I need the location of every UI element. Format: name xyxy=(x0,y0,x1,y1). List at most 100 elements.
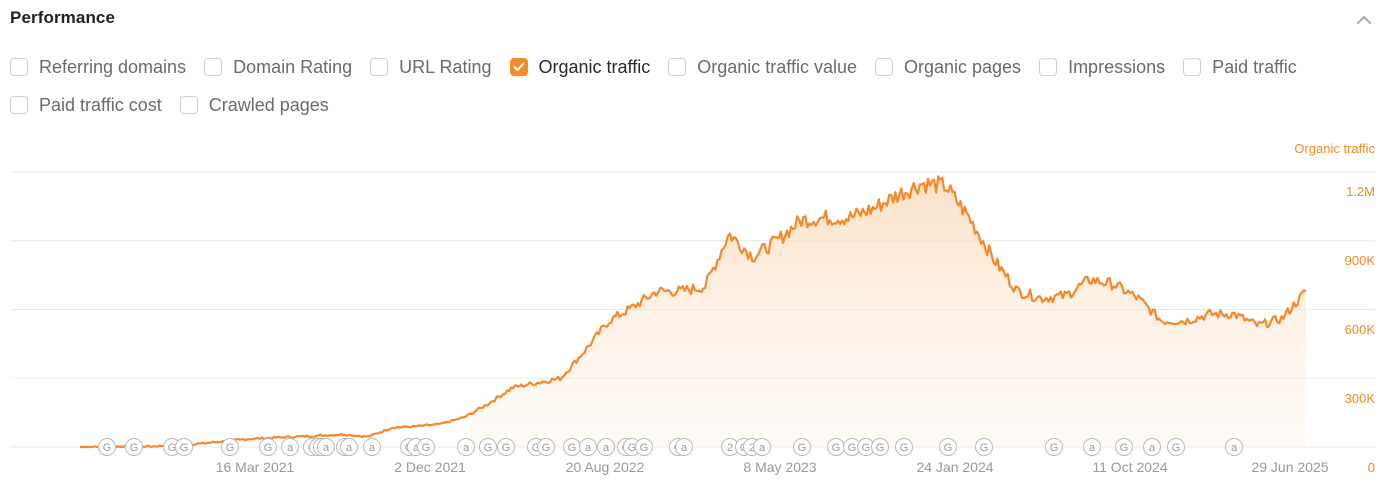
chart-canvas[interactable]: GGGGGGaGaGaGaaGaGaGGGGGaaGGGGa2G2aGGGGGG… xyxy=(0,130,1392,490)
event-marker[interactable]: G xyxy=(1115,438,1133,456)
performance-chart[interactable]: GGGGGGaGaGaGaaGaGaGGGGGaaGGGGa2G2aGGGGGG… xyxy=(0,130,1392,490)
event-marker[interactable]: a xyxy=(1083,438,1101,456)
event-marker[interactable]: a xyxy=(579,438,597,456)
event-marker[interactable]: a xyxy=(281,438,299,456)
y-tick-0: 0 xyxy=(1367,460,1375,475)
event-marker[interactable]: G xyxy=(975,438,993,456)
x-tick: 24 Jan 2024 xyxy=(916,459,994,475)
svg-text:G: G xyxy=(944,442,953,454)
event-marker[interactable]: a xyxy=(317,438,335,456)
event-marker[interactable]: G xyxy=(125,438,143,456)
metric-filters: Referring domains Domain Rating URL Rati… xyxy=(10,53,1390,129)
filter-impressions[interactable]: Impressions xyxy=(1039,57,1165,78)
filter-paid-traffic-cost[interactable]: Paid traffic cost xyxy=(10,95,162,116)
filter-organic-pages[interactable]: Organic pages xyxy=(874,57,1021,78)
event-marker[interactable]: G xyxy=(537,438,555,456)
event-marker[interactable]: G xyxy=(563,438,581,456)
svg-text:a: a xyxy=(1089,442,1096,454)
svg-text:a: a xyxy=(369,442,376,454)
svg-text:a: a xyxy=(1231,442,1238,454)
filter-label: Paid traffic cost xyxy=(39,94,162,115)
filter-url-rating[interactable]: URL Rating xyxy=(370,56,492,78)
y-tick-600k: 600K xyxy=(1344,322,1375,337)
section-header: Performance xyxy=(10,8,1392,32)
event-marker[interactable]: G xyxy=(939,438,957,456)
collapse-button[interactable] xyxy=(1354,12,1374,28)
x-tick: 20 Aug 2022 xyxy=(565,459,645,475)
svg-text:G: G xyxy=(798,442,807,454)
checkbox-checked[interactable] xyxy=(509,58,528,76)
event-marker[interactable]: G xyxy=(98,438,116,456)
checkbox[interactable] xyxy=(10,96,28,114)
event-marker[interactable]: a xyxy=(597,438,615,456)
svg-text:G: G xyxy=(484,442,493,454)
filter-organic-traffic-value[interactable]: Organic traffic value xyxy=(668,57,857,78)
svg-text:G: G xyxy=(168,442,177,454)
event-marker[interactable]: G xyxy=(221,438,239,456)
svg-text:a: a xyxy=(681,442,688,454)
series-line-organic-traffic xyxy=(79,175,1307,449)
filter-label: Paid traffic xyxy=(1212,56,1297,77)
svg-text:a: a xyxy=(603,442,610,454)
filter-referring-domains[interactable]: Referring domains xyxy=(10,57,186,78)
svg-text:2: 2 xyxy=(749,442,755,454)
svg-text:G: G xyxy=(264,442,273,454)
event-marker[interactable]: a xyxy=(363,438,381,456)
checkbox[interactable] xyxy=(370,58,389,76)
x-tick: 2 Dec 2021 xyxy=(394,459,466,475)
y-tick-300k: 300K xyxy=(1344,391,1375,406)
event-marker[interactable]: G xyxy=(1167,438,1185,456)
filter-domain-rating[interactable]: Domain Rating xyxy=(204,57,352,78)
svg-text:2: 2 xyxy=(727,442,733,454)
event-marker[interactable]: G xyxy=(635,438,653,456)
filter-label: Referring domains xyxy=(39,56,187,77)
event-marker[interactable]: G xyxy=(479,438,497,456)
event-marker[interactable]: a xyxy=(457,438,475,456)
checkmark-icon xyxy=(513,62,525,71)
checkbox[interactable] xyxy=(874,58,893,76)
svg-text:G: G xyxy=(862,442,871,454)
filter-crawled-pages[interactable]: Crawled pages xyxy=(179,94,329,116)
checkbox[interactable] xyxy=(1183,58,1202,76)
event-marker[interactable]: G xyxy=(871,438,889,456)
svg-text:a: a xyxy=(323,442,330,454)
event-marker[interactable]: G xyxy=(827,438,845,456)
series-area xyxy=(470,176,1306,447)
filter-label: Domain Rating xyxy=(233,56,353,77)
filter-label: Crawled pages xyxy=(208,94,329,115)
svg-text:G: G xyxy=(180,442,189,454)
svg-text:a: a xyxy=(287,442,294,454)
event-marker[interactable]: a xyxy=(1225,438,1243,456)
checkbox[interactable] xyxy=(1039,58,1058,76)
filter-paid-traffic[interactable]: Paid traffic xyxy=(1183,57,1297,78)
filter-organic-traffic[interactable]: Organic traffic xyxy=(509,56,651,78)
section-title: Performance xyxy=(10,8,116,27)
svg-text:a: a xyxy=(346,442,353,454)
event-marker[interactable]: G xyxy=(1045,438,1063,456)
event-marker[interactable]: G xyxy=(497,438,515,456)
event-marker[interactable]: a xyxy=(753,438,771,456)
checkbox[interactable] xyxy=(204,58,223,76)
svg-text:G: G xyxy=(568,442,577,454)
event-marker[interactable]: G xyxy=(259,438,277,456)
event-marker[interactable]: G xyxy=(895,438,913,456)
svg-text:G: G xyxy=(628,442,637,454)
svg-text:G: G xyxy=(832,442,841,454)
svg-text:G: G xyxy=(422,442,431,454)
checkbox[interactable] xyxy=(10,58,28,76)
filter-label: Organic traffic xyxy=(538,56,651,77)
checkbox[interactable] xyxy=(668,58,687,76)
svg-text:G: G xyxy=(226,442,235,454)
event-marker[interactable]: a xyxy=(1143,438,1161,456)
filter-label: Impressions xyxy=(1068,56,1166,77)
event-marker[interactable]: G xyxy=(417,438,435,456)
event-marker[interactable]: a xyxy=(675,438,693,456)
filter-row-1: Referring domains Domain Rating URL Rati… xyxy=(10,53,1390,81)
filter-label: URL Rating xyxy=(399,56,492,77)
event-marker[interactable]: a xyxy=(340,438,358,456)
event-marker[interactable]: G xyxy=(175,438,193,456)
event-marker[interactable]: G xyxy=(793,438,811,456)
svg-text:G: G xyxy=(103,442,112,454)
svg-text:G: G xyxy=(532,442,541,454)
checkbox[interactable] xyxy=(179,96,198,114)
